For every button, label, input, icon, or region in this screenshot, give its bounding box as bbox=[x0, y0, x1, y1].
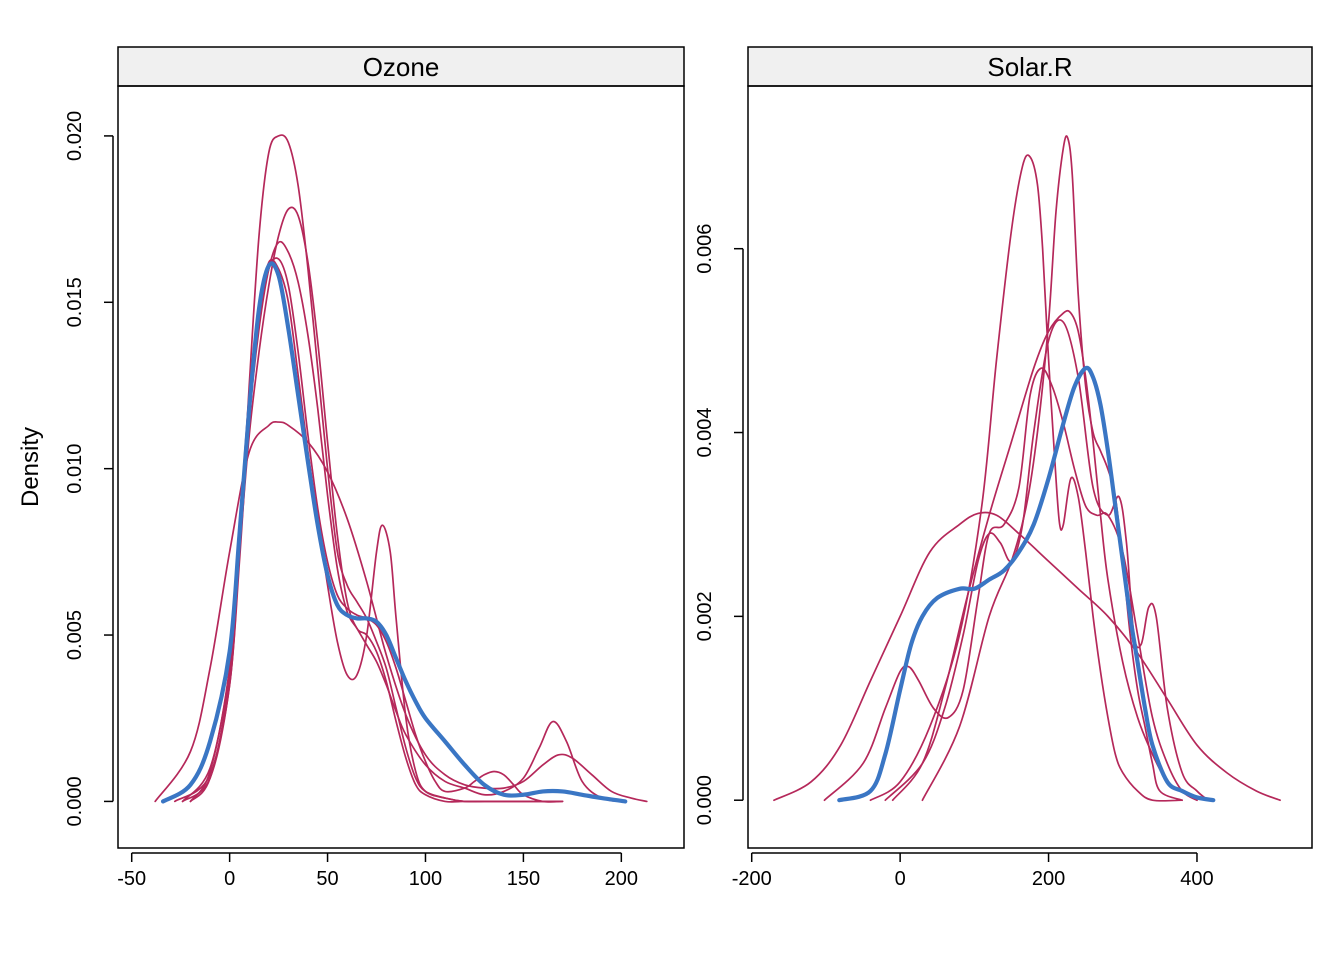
y-tick-label-ozone-1: 0.005 bbox=[64, 610, 86, 660]
plot-area-ozone bbox=[117, 85, 685, 849]
plot-area-solar-r bbox=[747, 85, 1313, 849]
x-tick-label-ozone-1: 0 bbox=[224, 868, 235, 890]
panel-solar-r: Solar.R -200 0 200 400 0.000 0.002 0.004 0.006 bbox=[694, 46, 1313, 890]
x-tick-label-ozone-2: 50 bbox=[316, 868, 338, 890]
y-tick-label-ozone-2: 0.010 bbox=[64, 444, 86, 494]
strip-solar-r bbox=[747, 46, 1313, 87]
y-axis-label: Density bbox=[17, 427, 44, 507]
x-tick-label-ozone-5: 200 bbox=[605, 868, 638, 890]
y-tick-label-ozone-0: 0.000 bbox=[64, 776, 86, 826]
strip-ozone bbox=[117, 46, 685, 87]
imputed-density-line-ozone-2 bbox=[181, 206, 564, 803]
imputed-density-line-ozone-4 bbox=[189, 258, 560, 803]
strip-title-solar-r: Solar.R bbox=[987, 52, 1072, 82]
y-tick-label-ozone-3: 0.015 bbox=[64, 277, 86, 327]
imputed-density-line-solar-r-1 bbox=[869, 154, 1183, 802]
strip-title-ozone: Ozone bbox=[363, 52, 440, 82]
x-tick-label-solar-r-1: 0 bbox=[895, 868, 906, 890]
y-tick-label-solar-r-0: 0.000 bbox=[694, 775, 716, 825]
y-tick-label-solar-r-3: 0.006 bbox=[694, 224, 716, 274]
imputed-density-line-solar-r-4 bbox=[823, 367, 1198, 802]
imputed-density-line-ozone-5 bbox=[154, 420, 648, 803]
x-tick-label-ozone-3: 100 bbox=[409, 868, 442, 890]
imputed-density-line-solar-r-3 bbox=[891, 309, 1198, 802]
axes-solar-r: -200 0 200 400 0.000 0.002 0.004 0.006 bbox=[694, 224, 1214, 890]
imputed-density-line-solar-r-5 bbox=[773, 511, 1281, 802]
x-tick-label-ozone-0: -50 bbox=[117, 868, 146, 890]
y-tick-label-ozone-4: 0.020 bbox=[64, 111, 86, 161]
x-tick-label-ozone-4: 150 bbox=[507, 868, 540, 890]
series-group-solar-r bbox=[773, 135, 1281, 803]
y-tick-label-solar-r-1: 0.002 bbox=[694, 591, 716, 641]
axes-ozone: -50 0 50 100 150 200 0.000 0.005 0.010 0.015 0.020 bbox=[64, 111, 638, 890]
x-tick-label-solar-r-2: 200 bbox=[1032, 868, 1065, 890]
x-tick-label-solar-r-3: 400 bbox=[1180, 868, 1213, 890]
observed-density-line-ozone-0 bbox=[160, 261, 628, 804]
panel-ozone: Ozone -50 0 50 100 150 200 0.000 0.005 0.010 0.01… bbox=[64, 46, 685, 890]
series-group-ozone bbox=[154, 134, 648, 804]
y-tick-label-solar-r-2: 0.004 bbox=[694, 407, 716, 457]
x-tick-label-solar-r-0: -200 bbox=[732, 868, 772, 890]
observed-density-line-solar-r-0 bbox=[837, 365, 1216, 803]
